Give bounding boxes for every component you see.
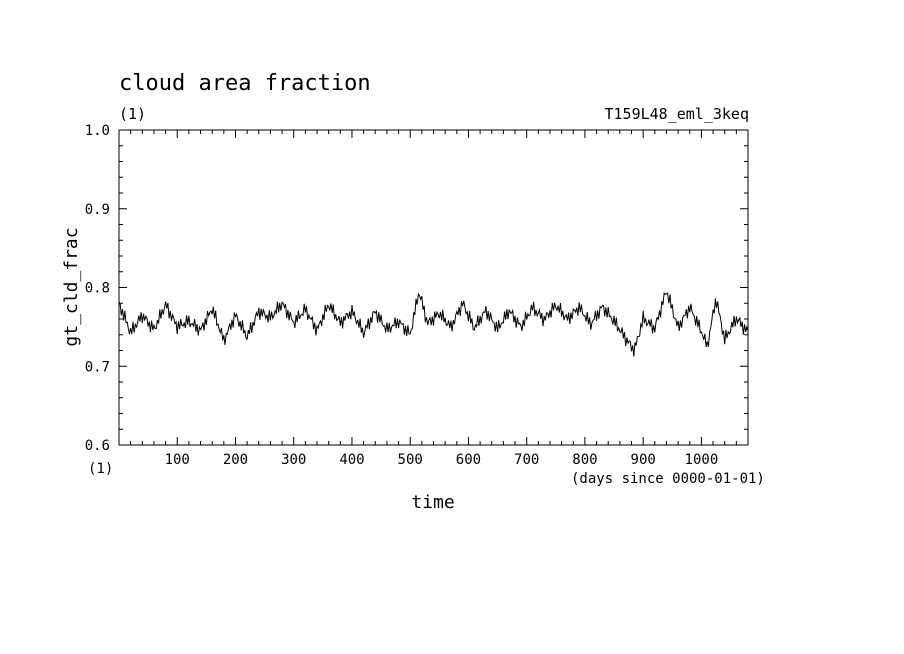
x-tick-label: 900 [631, 452, 656, 468]
axis-ticks [119, 130, 748, 445]
y-tick-label: 0.8 [85, 281, 110, 297]
y-tick-labels: 0.6 0.7 0.8 0.9 1.0 [85, 123, 110, 454]
units-label: (1) [119, 105, 146, 123]
x-tick-label: 200 [223, 452, 248, 468]
y-units-label: (1) [88, 461, 113, 477]
x-units-label: (days since 0000-01-01) [571, 471, 765, 487]
x-tick-labels: 100 200 300 400 500 600 700 800 900 1000 [165, 452, 719, 468]
x-tick-label: 100 [165, 452, 190, 468]
x-tick-label: 300 [281, 452, 306, 468]
y-axis-label: gt_cld_frac [61, 227, 82, 346]
data-series [118, 291, 749, 357]
x-tick-label: 700 [514, 452, 539, 468]
plot-frame [118, 129, 749, 446]
y-tick-label: 0.6 [85, 438, 110, 454]
x-tick-label: 500 [398, 452, 423, 468]
y-tick-label: 1.0 [85, 123, 110, 139]
y-tick-label: 0.9 [85, 202, 110, 218]
y-tick-label: 0.7 [85, 359, 110, 375]
series-line [118, 291, 749, 357]
x-axis-label: time [411, 492, 454, 513]
chart-title: cloud area fraction [119, 71, 371, 96]
x-tick-label: 1000 [685, 452, 719, 468]
experiment-label: T159L48_eml_3keq [605, 105, 750, 123]
x-tick-label: 400 [339, 452, 364, 468]
x-tick-label: 800 [572, 452, 597, 468]
x-tick-label: 600 [456, 452, 481, 468]
